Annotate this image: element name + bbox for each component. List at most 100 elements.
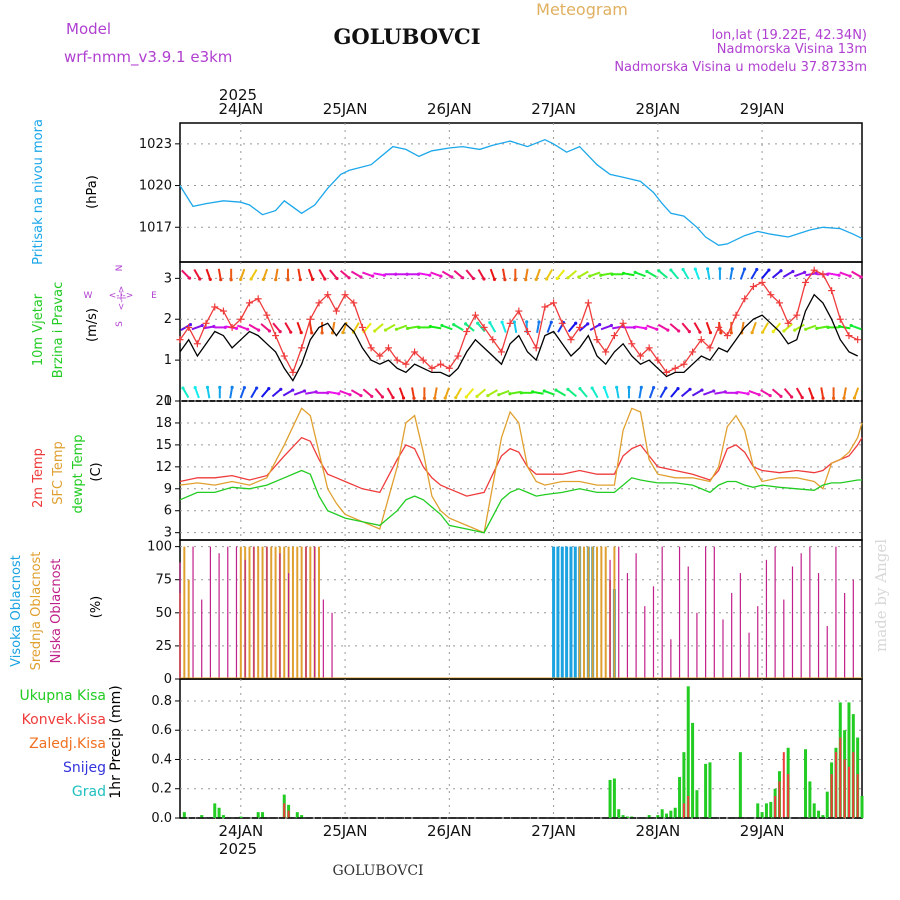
precip-bar (261, 812, 265, 818)
wind-arrow-head (341, 330, 345, 335)
wind-arrow-head (700, 388, 704, 392)
precip-bar (830, 774, 833, 818)
precip-ylabel: 1hr Precip (mm) (108, 685, 124, 798)
wind-arrow-head (698, 330, 702, 334)
wind-arrow-head (229, 278, 233, 282)
precip-bar (704, 763, 708, 818)
wind-arrow (793, 271, 805, 278)
wind-arrow-head (246, 327, 250, 331)
cloud-ylabel-mid: Srednja Oblacnost (29, 552, 44, 671)
y-tick-label: 0.0 (151, 811, 172, 826)
wind-arrow (808, 387, 814, 399)
precip-bar (787, 774, 790, 818)
wind-unit: (m/s) (85, 308, 100, 342)
wind-arrow-head (831, 396, 836, 400)
wind-arrow-head (278, 330, 282, 334)
wind-arrow (329, 269, 338, 280)
date-label-bottom: 24JAN (218, 822, 263, 840)
product-label: Meteogram (536, 0, 628, 19)
wind-arrow (714, 390, 726, 395)
wind-arrow-head (380, 395, 385, 399)
precip-bar (682, 803, 685, 818)
wind-arrow-head (475, 394, 479, 398)
precip-bar (804, 749, 808, 818)
wind-arrow-head (508, 392, 512, 396)
wind-arrow-head (574, 321, 578, 325)
wind-arrow (670, 387, 679, 398)
wind-arrow-head (712, 389, 716, 393)
wind-arrow (407, 325, 419, 330)
wind-arrow (237, 324, 249, 331)
wind-arrow (181, 269, 191, 279)
wind-arrow-head (461, 276, 465, 280)
wind-arrow (816, 325, 828, 330)
wind-arrow-head (746, 392, 750, 396)
precip-bar (821, 815, 825, 818)
y-tick-label: 15 (155, 438, 172, 453)
wind-arrow-head (859, 275, 863, 279)
wind-arrow (623, 272, 635, 277)
wind-arrow (444, 387, 450, 399)
wind-arrow-head (359, 393, 363, 398)
wind-arrow-head (519, 391, 523, 395)
wind-arrow (296, 321, 303, 333)
wind-arrow (339, 269, 350, 279)
wind-speed-line (179, 293, 858, 382)
cloud-unit: (%) (89, 596, 104, 619)
precip-bar (691, 722, 695, 818)
wind-arrow (532, 390, 544, 395)
wind-arrow (374, 387, 384, 398)
wind-arrow-head (503, 278, 507, 282)
wind-arrow-head (644, 326, 648, 330)
wind-arrow (193, 269, 201, 280)
wind-arrow-head (755, 267, 759, 272)
precip-bar (673, 807, 677, 818)
wind-arrow (454, 387, 463, 399)
precip-legend-2: Zaledj.Kisa (29, 736, 106, 752)
y-tick-label: 9 (164, 482, 172, 497)
wind-arrow (487, 389, 498, 397)
model-label: Model (66, 20, 111, 38)
wind-ylabel-2: Brzina i Pravac (51, 282, 66, 379)
wind-arrow (782, 270, 794, 278)
wind-arrow-head (394, 327, 399, 331)
wind-arrow-head (279, 387, 283, 391)
wind-arrow (634, 325, 646, 330)
wind-arrow-head (440, 323, 444, 328)
temp-unit: (C) (89, 462, 104, 481)
wind-arrow (430, 325, 442, 330)
wind-arrow-head (320, 331, 324, 335)
date-label-top: 29JAN (740, 100, 785, 118)
wind-arrow-head (666, 328, 670, 332)
wind-arrow-head (602, 386, 606, 390)
wind-arrow-head (428, 324, 432, 329)
wind-arrow-head (761, 330, 765, 334)
wind-arrow-head (299, 330, 303, 335)
precip-bar (812, 803, 816, 818)
model-elevation-label: Nadmorska Visina u modelu 37.8733m (614, 60, 867, 75)
wind-arrow (555, 389, 567, 397)
wind-arrow (638, 387, 643, 399)
wind-arrow-head (476, 321, 480, 325)
wind-arrow-head (645, 269, 649, 274)
precip-bar (847, 766, 850, 818)
year-label-top: 2025 (219, 86, 257, 104)
wind-arrow-head (542, 389, 546, 393)
y-tick-label: 0.4 (151, 752, 172, 767)
wind-arrow (706, 268, 711, 280)
wind-arrow (646, 270, 657, 278)
precip-bar (239, 816, 243, 818)
wind-arrow (750, 269, 758, 280)
wind-arrow (476, 388, 487, 398)
temp-ylabel-sfc: SFC Temp (51, 441, 66, 505)
wind-arrow-head (406, 326, 410, 330)
wind-arrow-head (852, 396, 857, 400)
elevation-label: Nadmorska Visina 13m (717, 42, 867, 57)
wind-arrow-head (549, 320, 553, 324)
wind-arrow-head (193, 386, 197, 390)
wind-arrow-head (609, 323, 614, 328)
wind-arrow-head (849, 323, 853, 328)
wind-arrow (350, 270, 362, 278)
wind-arrow (771, 388, 782, 398)
precip-bar (665, 813, 669, 818)
